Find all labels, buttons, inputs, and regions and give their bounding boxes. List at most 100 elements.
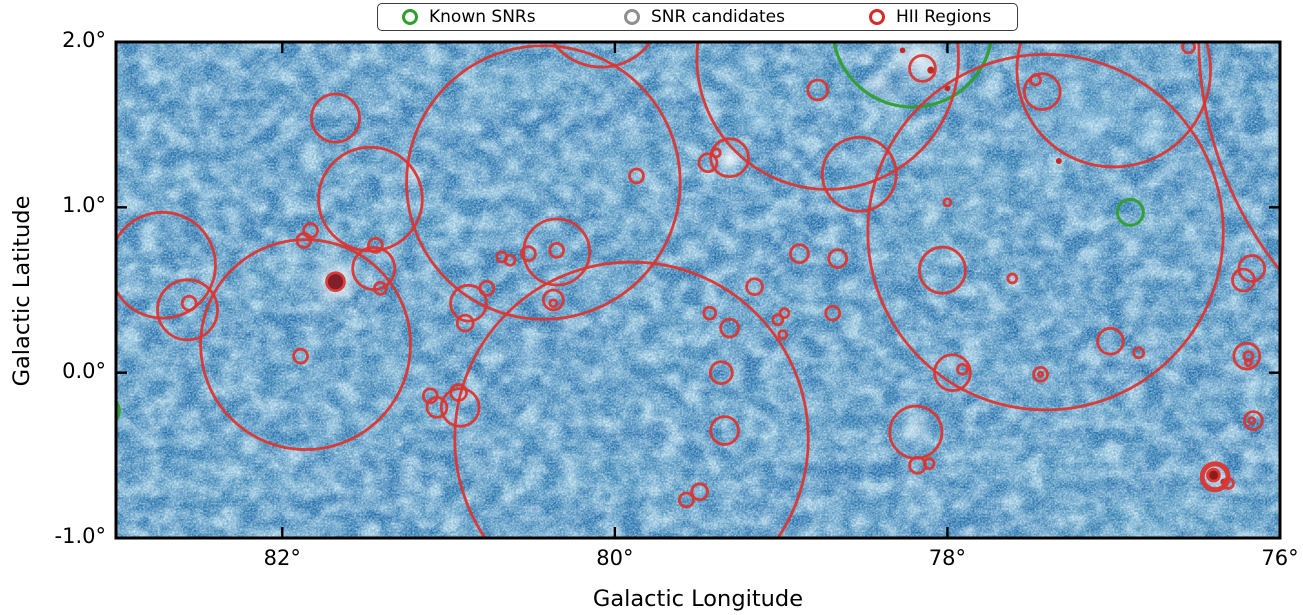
legend: Known SNRs SNR candidates HII Regions: [377, 3, 1018, 31]
hii-region-circle: [709, 137, 750, 179]
hii-region-circle: [1006, 272, 1019, 285]
x-tick-label: 78°: [928, 546, 967, 570]
bright-patch: [897, 408, 938, 449]
hii-region-circle: [771, 313, 785, 327]
hii-region-circle: [116, 210, 217, 320]
hii-region-circle: [156, 278, 219, 342]
hii-region-circle: [789, 243, 810, 264]
hii-region-circle: [425, 396, 449, 419]
legend-item-known-snrs: Known SNRs: [401, 4, 536, 30]
hii-region-circle: [908, 54, 937, 83]
hii-region-circle: [373, 280, 388, 296]
known-snr-circle: [1115, 197, 1145, 227]
hii-region-circle: [709, 415, 740, 446]
hii-region-circle: [453, 260, 810, 538]
hii-region-circle: [1243, 410, 1264, 431]
hii-region-circle: [1247, 416, 1257, 425]
hii-region-circle: [522, 217, 592, 287]
hii-region-circle: [421, 387, 439, 405]
hot-spot: [944, 85, 951, 92]
legend-label: Known SNRs: [429, 7, 536, 27]
hii-region-circle: [325, 271, 346, 293]
hii-region-circle: [917, 245, 967, 295]
hot-spot: [899, 47, 906, 54]
hii-region-circle: [628, 167, 645, 185]
hii-region-circle: [439, 387, 481, 428]
bright-patch: [833, 146, 886, 199]
hii-region-circle: [199, 238, 412, 451]
hii-region-circle: [745, 277, 764, 297]
hii-region-circle: [1132, 346, 1146, 360]
hii-region-circle: [806, 78, 830, 102]
legend-item-hii-regions: HII Regions: [868, 4, 991, 30]
hii-region-circle: [1022, 72, 1062, 111]
hot-spot: [927, 66, 935, 74]
x-axis-title: Galactic Longitude: [592, 586, 804, 612]
hii-region-circle: [922, 457, 936, 470]
hii-region-circle: [695, 42, 960, 191]
x-tick-label: 80°: [596, 546, 634, 570]
hii-region-circle: [702, 305, 718, 321]
hii-region-circle: [180, 294, 198, 312]
bright-patch: [393, 159, 424, 190]
hii-region-circle: [820, 135, 898, 213]
hii-region-circle: [367, 236, 384, 254]
hii-region-circle: [690, 482, 710, 502]
hii-region-circle: [1032, 365, 1049, 383]
hii-region-circle: [710, 147, 722, 159]
known-snr-circle: [116, 399, 121, 423]
bright-patch: [1120, 106, 1177, 163]
hii-region-circle: [541, 288, 565, 312]
map-surface: [116, 42, 1280, 538]
legend-label: SNR candidates: [651, 7, 785, 27]
hii-region-circle: [1096, 326, 1125, 356]
hii-region-circle: [708, 360, 734, 386]
hii-region-circle: [520, 245, 537, 262]
hii-region-circle: [1181, 42, 1196, 55]
hii-region-circle: [777, 329, 789, 341]
hii-region-circle: [824, 304, 842, 322]
bright-patch: [1226, 481, 1241, 496]
hii-region-circle: [1029, 73, 1042, 87]
known-snrs-marker-icon: [401, 8, 419, 26]
hii-region-circle: [1237, 254, 1267, 283]
hii-region-circle: [719, 317, 740, 339]
plot-frame: [114, 40, 1282, 540]
hii-region-circle: [1015, 42, 1212, 169]
hii-region-circle: [1036, 370, 1045, 378]
hii-region-circle: [1231, 267, 1256, 293]
hii-region-circle: [405, 44, 682, 321]
y-axis-title: Galactic Latitude: [9, 195, 35, 387]
hii-region-circle: [933, 353, 972, 392]
hii-region-circle: [548, 298, 559, 309]
hii-region-circle: [1206, 467, 1221, 483]
hii-region-circle: [866, 52, 1225, 412]
bright-patch: [712, 140, 747, 175]
y-tick-label: 0.0°: [62, 358, 106, 383]
hii-region-circle: [449, 383, 468, 402]
hii-regions-marker-icon: [868, 8, 886, 26]
hii-region-circle: [956, 362, 969, 376]
hot-spot: [1055, 158, 1062, 165]
bright-patch: [737, 97, 782, 142]
legend-item-snr-candidates: SNR candidates: [623, 4, 785, 30]
hii-region-circle: [455, 313, 475, 333]
y-tick-label: 2.0°: [62, 28, 106, 52]
hii-region-circle: [677, 491, 695, 509]
hii-region-circle: [1222, 477, 1235, 490]
bright-patch: [885, 42, 910, 53]
hii-region-circle: [503, 253, 517, 267]
bright-patch: [889, 42, 950, 91]
hii-region-circle: [310, 92, 361, 144]
hii-region-circle: [827, 248, 849, 269]
hii-region-circle: [295, 232, 313, 249]
hii-region-circle: [942, 197, 953, 208]
hii-region-circle: [1232, 341, 1262, 371]
bright-patch: [861, 67, 898, 103]
legend-label: HII Regions: [896, 7, 992, 27]
snr-candidates-marker-icon: [623, 8, 641, 26]
hii-region-circle: [551, 42, 653, 69]
x-tick-label: 82°: [263, 546, 301, 570]
hii-region-circle: [1244, 358, 1253, 368]
